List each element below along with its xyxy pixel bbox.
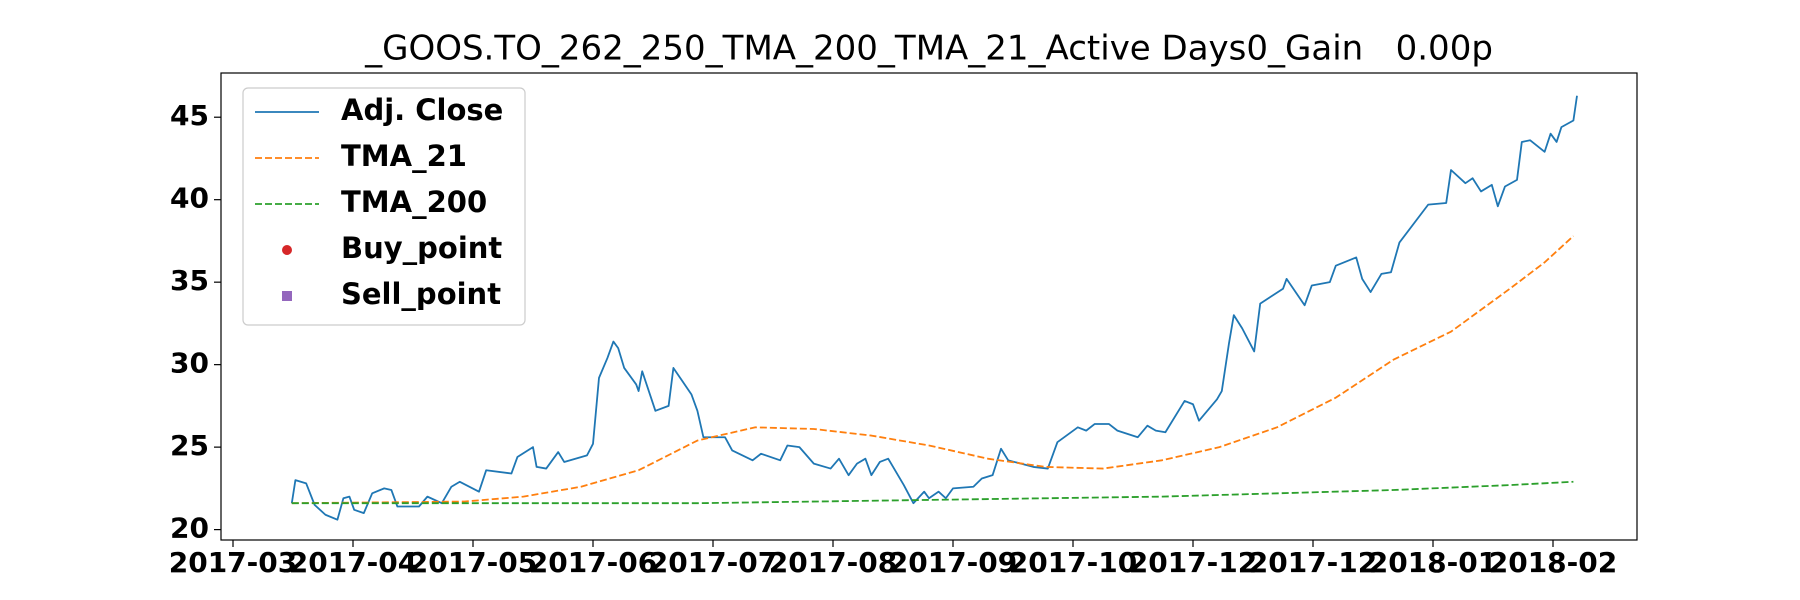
x-tick-label: 2017-07 <box>649 546 778 579</box>
y-tick-label: 20 <box>170 512 209 545</box>
series-line <box>291 235 1575 505</box>
x-tick-label: 2017-09 <box>889 546 1018 579</box>
legend-frame <box>242 87 526 326</box>
x-tick-label: 2017-03 <box>169 546 298 579</box>
x-tick-label: 2017-08 <box>769 546 898 579</box>
x-tick-label: 2017-10 <box>1009 546 1138 579</box>
series-line <box>291 480 1574 505</box>
y-tick-label: 40 <box>170 182 209 215</box>
chart-title: _GOOS.TO_262_250_TMA_200_TMA_21_Active D… <box>364 29 1493 69</box>
y-tick-label: 30 <box>170 347 209 380</box>
series-line <box>290 95 1578 521</box>
x-tick-label: 2018-02 <box>1489 546 1618 579</box>
y-tick-label: 25 <box>170 429 209 462</box>
x-tick-label: 2017-06 <box>529 546 658 579</box>
x-tick-label: 2017-04 <box>289 546 418 579</box>
x-tick-label: 2018-01 <box>1369 546 1498 579</box>
plot-frame <box>220 72 1638 541</box>
x-tick-label: 2017-12 <box>1249 546 1378 579</box>
x-tick-label: 2017-12 <box>1129 546 1258 579</box>
legend-label: Adj. Close <box>341 93 503 127</box>
legend-label: Buy_point <box>341 231 502 265</box>
legend: Adj. Close TMA_21 TMA_200 Buy_point Sell_poi… <box>242 87 526 326</box>
legend-marker <box>282 291 292 301</box>
y-tick-label: 45 <box>170 99 209 132</box>
legend-label: TMA_21 <box>341 139 467 173</box>
y-tick-label: 35 <box>170 264 209 297</box>
legend-marker <box>282 245 292 255</box>
legend-label: TMA_200 <box>341 185 487 219</box>
x-tick-label: 2017-05 <box>409 546 538 579</box>
legend-label: Sell_point <box>341 277 501 311</box>
